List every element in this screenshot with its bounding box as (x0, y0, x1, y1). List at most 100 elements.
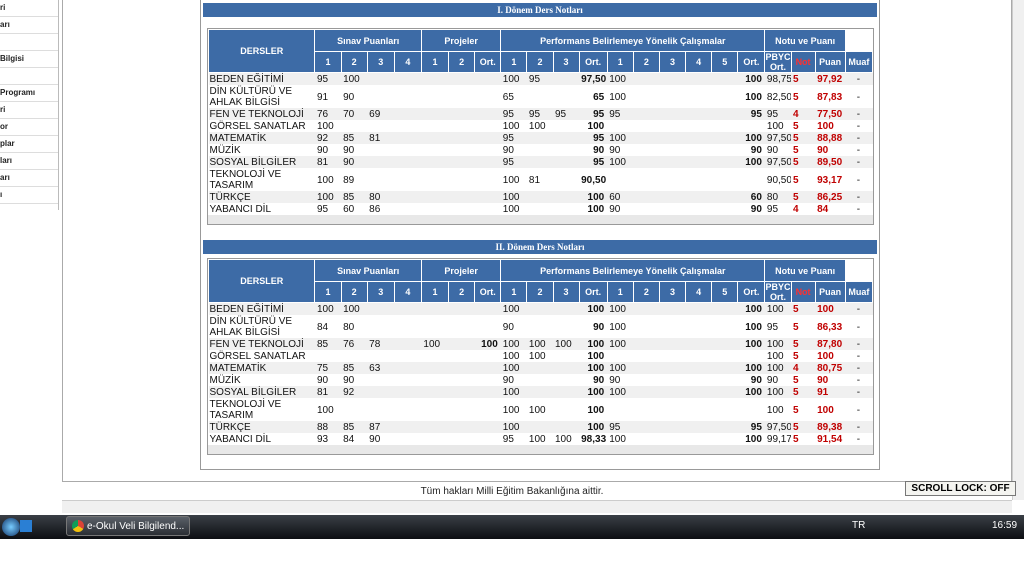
group-header: Projeler (420, 29, 502, 52)
start-button[interactable] (2, 518, 20, 536)
grade-cell (367, 168, 394, 191)
grade-cell (659, 203, 685, 215)
grade-cell (367, 85, 394, 108)
grade-cell (712, 315, 738, 338)
sidebar: ri arı Bilgisi Programı ri or plar ları arı ı (0, 0, 59, 210)
column-header: 2 (448, 281, 476, 303)
grade-cell: 100 (314, 191, 342, 203)
sidebar-link[interactable]: arı (0, 17, 58, 34)
grade-cell (686, 85, 712, 108)
grade-cell: - (856, 174, 861, 186)
column-header: Not (790, 281, 816, 303)
grade-cell (686, 120, 712, 132)
grade-row: MATEMATİK 92 85 81 95 95 100 100 97,50 5 88,88- (208, 132, 873, 144)
grade-cell (659, 191, 686, 203)
grade-row: YABANCI DİL 95 60 86 100 100 90 90 95 4 84 - (209, 203, 873, 215)
grade-cell (421, 191, 449, 203)
grade-cell (341, 398, 367, 421)
grade-cell: 90 (593, 145, 605, 156)
group-header: Projeler (420, 259, 502, 282)
sidebar-link[interactable] (0, 68, 58, 85)
sidebar-link[interactable]: ri (0, 0, 58, 17)
grade-cell: 95 (579, 108, 608, 120)
grade-cell: - (845, 386, 873, 398)
grade-cell: 100 (817, 404, 834, 416)
sidebar-link[interactable]: ri (0, 102, 58, 119)
grade-cell: 86 (369, 204, 381, 215)
grade-cell: 95 (316, 204, 329, 215)
grade-row: BEDEN EĞİTİMİ 95 100 100 95 97,50 100 100 98,75 5… (208, 72, 873, 85)
grade-table-wrap: DERSLER Sınav Puanları Projeler Performans … (207, 258, 874, 455)
grade-cell: 80 (367, 191, 395, 203)
column-header: Muaf (844, 51, 874, 73)
grade-cell: 100 (764, 362, 792, 374)
grade-cell: - (845, 338, 873, 350)
subject: BEDEN EĞİTİMİ (208, 302, 315, 315)
grade-cell: 100 (502, 121, 520, 132)
grade-cell: 100 (609, 321, 626, 333)
grade-cell (686, 374, 712, 386)
grade-cell (633, 386, 660, 398)
grade-cell: 81 (367, 132, 395, 144)
grade-cell (421, 108, 449, 120)
grade-cell (526, 386, 553, 398)
grade-cell (712, 433, 738, 445)
grade-cell: 100 (745, 91, 762, 103)
sidebar-link[interactable]: or (0, 119, 58, 136)
grade-cell: 100 (764, 302, 792, 315)
horizontal-scrollbar[interactable] (62, 500, 1012, 513)
quicklaunch-icon[interactable] (20, 520, 32, 532)
grade-cell: 4 (793, 204, 799, 215)
column-header: 3 (552, 281, 580, 303)
taskbar-window[interactable]: e-Okul Veli Bilgilend... (66, 516, 190, 536)
grade-cell: 100 (766, 404, 784, 416)
sidebar-link[interactable]: Programı (0, 85, 58, 102)
sidebar-link[interactable]: ları (0, 153, 58, 170)
grade-cell (475, 85, 501, 108)
grade-cell: 75 (314, 362, 342, 374)
grade-cell (553, 144, 579, 156)
grade-cell (685, 156, 712, 168)
grade-cell: 91 (316, 91, 329, 103)
grade-cell: 90 (766, 375, 779, 386)
grade-cell: 95 (553, 108, 580, 120)
grade-cell (367, 144, 394, 156)
sidebar-link[interactable]: plar (0, 136, 58, 153)
clock[interactable]: 16:59 (992, 520, 1018, 531)
grade-cell: 90 (817, 145, 829, 156)
grade-cell (553, 386, 580, 398)
grade-cell: 100 (528, 351, 546, 362)
vertical-scrollbar[interactable] (1012, 0, 1024, 500)
grade-cell (475, 398, 501, 421)
grade-cell: 78 (367, 338, 395, 350)
column-header: 2 (340, 281, 368, 303)
column-header: 2 (632, 281, 660, 303)
grade-cell (367, 398, 394, 421)
group-header-row: DERSLER Sınav Puanları Projeler Performans … (207, 259, 873, 303)
grade-cell: 81 (528, 174, 541, 186)
sidebar-link[interactable]: ı (0, 187, 58, 204)
grade-cell (421, 398, 448, 421)
grade-cell (659, 85, 685, 108)
grade-cell: 5 (793, 145, 799, 156)
grade-cell: 89,38 (815, 421, 846, 433)
grade-cell: 100 (764, 386, 792, 398)
sidebar-link[interactable]: arı (0, 170, 58, 187)
grade-cell: 88,88 (815, 132, 846, 144)
grade-cell (449, 144, 475, 156)
sidebar-link[interactable]: Bilgisi (0, 51, 58, 68)
grade-cell (553, 168, 579, 191)
grade-cell: 100 (500, 421, 527, 433)
sidebar-link[interactable] (0, 34, 58, 51)
column-header: 1 (420, 51, 450, 73)
grade-cell (449, 315, 475, 338)
grade-cell (394, 85, 421, 108)
grade-cell (685, 362, 712, 374)
grade-cell (607, 168, 633, 191)
column-header: Muaf (844, 281, 874, 303)
grade-cell: 100 (421, 338, 449, 350)
grade-row: DİN KÜLTÜRÜ VE AHLAK BİLGİSİ 91 90 65 65 100 1… (209, 85, 873, 108)
grade-cell (659, 108, 686, 120)
language[interactable]: TR (852, 520, 866, 531)
